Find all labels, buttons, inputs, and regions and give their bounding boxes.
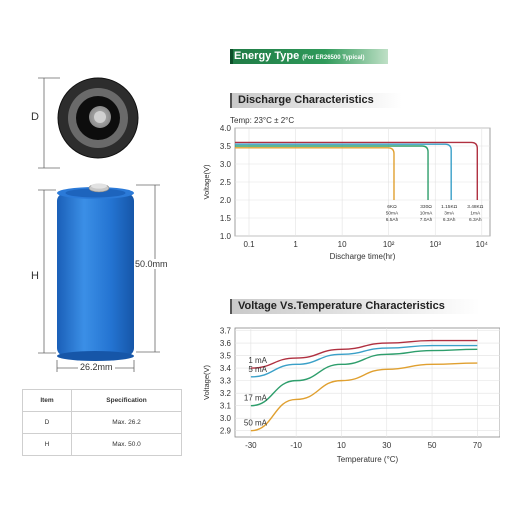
x-tick-label: 10 xyxy=(338,240,347,249)
x-tick-label: 10² xyxy=(383,240,395,249)
y-tick-label: 3.4 xyxy=(220,364,232,373)
series-label: 5 mA xyxy=(248,365,267,374)
y-tick-label: 3.5 xyxy=(220,352,232,361)
spec-cell-item: D xyxy=(22,411,72,434)
series-data-label: 3.48KΩ xyxy=(467,204,484,210)
banner-subtitle: (For ER26500 Typical) xyxy=(302,55,365,61)
x-tick-label: 70 xyxy=(473,441,482,450)
x-tick-label: 10³ xyxy=(429,240,441,249)
x-tick-label: 0.1 xyxy=(243,240,255,249)
d-dimension-line xyxy=(38,77,60,169)
x-axis-label: Temperature (°C) xyxy=(337,455,399,464)
x-tick-label: 50 xyxy=(428,441,437,450)
y-tick-label: 1.5 xyxy=(220,214,232,223)
series-data-label: 1.15KΩ xyxy=(441,204,458,210)
table-row: D Max. 26.2 xyxy=(22,411,182,434)
battery-top-view xyxy=(57,77,139,159)
x-tick-label: 10 xyxy=(337,441,346,450)
temperature-title-edge xyxy=(230,299,232,314)
y-tick-label: 3.6 xyxy=(220,339,232,348)
y-tick-label: 4.0 xyxy=(220,124,232,133)
y-tick-label: 1.0 xyxy=(220,232,232,241)
series-data-label: 6.3Ah xyxy=(443,217,456,223)
y-tick-label: 3.0 xyxy=(220,414,232,423)
discharge-chart: 1.0 1.5 2.0 2.5 3.0 3.5 4.0 0.1 1 10 10² 10³ 10⁴ Disc… xyxy=(202,124,491,261)
dim-h-label: H xyxy=(31,270,39,282)
dim-d-label: D xyxy=(31,111,39,123)
x-axis-label: Discharge time(hr) xyxy=(330,252,396,261)
series-line xyxy=(235,147,395,200)
series-data-label: 10mA xyxy=(420,211,433,217)
y-axis-label: Voltage(V) xyxy=(202,364,211,400)
energy-type-banner: Energy Type (For ER26500 Typical) xyxy=(230,49,388,64)
banner-title: Energy Type xyxy=(234,50,300,62)
x-tick-label: 30 xyxy=(382,441,391,450)
x-tick-label: -30 xyxy=(245,441,257,450)
series-line xyxy=(250,348,478,407)
battery-illustration xyxy=(38,77,160,372)
banner-edge-mark xyxy=(230,49,233,64)
spec-cell-item: H xyxy=(22,433,72,456)
temperature-chart-title: Voltage Vs.Temperature Characteristics xyxy=(232,299,480,314)
temperature-chart: 2.9 3.0 3.1 3.2 3.3 3.4 3.5 3.6 3.7 -30 -10 10 30 50 7… xyxy=(202,327,500,464)
discharge-title-edge xyxy=(230,93,232,108)
series-line xyxy=(235,145,429,200)
spec-table: Item Specification D Max. 26.2 H Max. 50… xyxy=(22,389,182,456)
series-data-label: 7.0Ah xyxy=(420,217,433,223)
series-label: 1 mA xyxy=(248,356,267,365)
y-tick-label: 3.7 xyxy=(220,327,232,336)
series-line xyxy=(250,362,478,432)
series-label: 17 mA xyxy=(244,394,268,403)
y-tick-label: 2.5 xyxy=(220,178,232,187)
y-tick-label: 3.0 xyxy=(220,160,232,169)
y-tick-label: 3.2 xyxy=(220,389,232,398)
spec-header-item: Item xyxy=(22,389,72,412)
y-tick-label: 2.9 xyxy=(220,427,232,436)
series-data-label: 1mA xyxy=(470,211,481,217)
dim-diameter-label: 26.2mm xyxy=(78,362,115,372)
series-data-label: 50mA xyxy=(386,211,399,217)
h-dimension-line xyxy=(38,189,56,354)
x-tick-label: 1 xyxy=(293,240,298,249)
y-tick-label: 3.5 xyxy=(220,142,232,151)
table-row: H Max. 50.0 xyxy=(22,433,182,456)
battery-side-view xyxy=(57,183,134,361)
spec-table-header: Item Specification xyxy=(22,389,182,412)
series-label: 50 mA xyxy=(244,419,268,428)
series-data-label: 6.5Ah xyxy=(386,217,399,223)
x-tick-label: 10⁴ xyxy=(476,240,489,249)
series-data-label: 330Ω xyxy=(420,204,432,210)
spec-cell-value: Max. 26.2 xyxy=(71,411,182,434)
y-tick-label: 3.1 xyxy=(220,402,232,411)
y-tick-label: 2.0 xyxy=(220,196,232,205)
series-line xyxy=(250,339,478,369)
spec-header-specification: Specification xyxy=(71,389,182,412)
dim-length-label: 50.0mm xyxy=(134,259,169,269)
x-tick-label: -10 xyxy=(290,441,302,450)
series-data-label: 6.3Ah xyxy=(469,217,482,223)
y-axis-label: Voltage(V) xyxy=(202,164,211,200)
series-data-label: 3mA xyxy=(444,211,455,217)
discharge-chart-subtitle: Temp: 23°C ± 2°C xyxy=(230,116,295,125)
spec-cell-value: Max. 50.0 xyxy=(71,433,182,456)
series-line xyxy=(235,141,478,200)
series-line xyxy=(235,143,452,200)
discharge-chart-title: Discharge Characteristics xyxy=(232,93,402,108)
plot-area xyxy=(234,327,500,438)
series-data-label: 6KΩ xyxy=(387,204,397,210)
series-line xyxy=(250,344,478,378)
y-tick-label: 3.3 xyxy=(220,377,232,386)
